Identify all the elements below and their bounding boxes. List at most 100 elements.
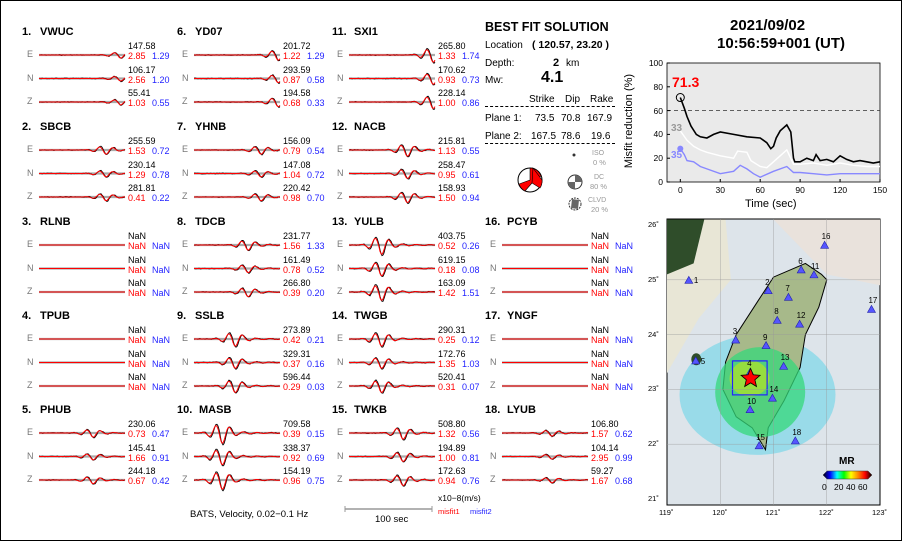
misfit2-value: NaN: [152, 241, 171, 251]
synthetic-waveform: [502, 430, 589, 437]
observed-waveform: [348, 236, 436, 257]
synthetic-waveform: [39, 52, 126, 59]
misfit2-value: NaN: [615, 241, 634, 251]
station-triangle-icon: [754, 441, 764, 450]
iso-label: ISO: [592, 150, 605, 157]
header-strike: Strike: [529, 94, 555, 105]
epicenter-star-icon: [740, 367, 762, 388]
solution-title: BEST FIT SOLUTION: [485, 20, 609, 34]
misfit2-value: 1.29: [307, 51, 325, 61]
station-triangle-icon: [731, 335, 741, 344]
misfit1-value: 0.87: [283, 74, 301, 85]
peak-amplitude: 230.06: [128, 419, 156, 429]
peak-amplitude: 230.14: [128, 159, 156, 170]
synthetic-waveform: [349, 169, 436, 179]
misfit1-value: NaN: [128, 241, 147, 251]
misfit1-value: 1.66: [128, 452, 146, 463]
station-name: SSLB: [195, 310, 225, 322]
x-tick-label: 30: [715, 185, 725, 195]
peak-amplitude: NaN: [128, 348, 147, 359]
lon-tick-label: 120˚: [712, 508, 728, 517]
misfit1-value: 1.33: [438, 51, 456, 61]
component-label: E: [490, 239, 497, 249]
station-marker-label: 3: [732, 327, 738, 337]
misfit1-value: 0.41: [128, 193, 146, 203]
misfit-series-line: [679, 97, 881, 164]
station-title: 3. RLNB: [22, 216, 71, 228]
lat-tick-label: 24˚: [648, 329, 659, 339]
misfit1-legend: misfit1: [438, 507, 460, 516]
synthetic-waveform: [349, 285, 436, 301]
misfit2-value: 1.20: [152, 74, 170, 85]
synthetic-waveform: [349, 475, 436, 487]
misfit2-value: 1.29: [152, 51, 170, 61]
misfit1-value: 0.98: [283, 193, 301, 203]
station-marker-label: 2: [765, 277, 770, 287]
lat-tick-label: 22˚: [648, 439, 659, 449]
station-triangle-icon: [790, 436, 800, 445]
clvd-icon: [568, 197, 582, 211]
misfit1-value: 0.92: [283, 452, 301, 463]
misfit2-value: 0.22: [152, 193, 170, 203]
station-number: 11.: [332, 26, 347, 38]
synthetic-waveform: [39, 99, 126, 106]
misfit1-value: 0.39: [283, 288, 301, 298]
dc-pct: 80 %: [590, 182, 608, 191]
component-label: E: [27, 239, 34, 249]
station-triangle-icon: [763, 286, 773, 295]
station-name: TWKB: [354, 404, 387, 416]
search-box: [731, 360, 768, 396]
peak-amplitude: 170.62: [438, 64, 466, 75]
station-triangle-icon: [684, 275, 694, 284]
component-label: Z: [27, 191, 33, 201]
synthetic-waveform: [349, 357, 436, 369]
component-label: E: [182, 333, 189, 343]
depth-unit: km: [566, 58, 580, 69]
peak-amplitude: 709.58: [283, 419, 311, 429]
synthetic-waveform: [349, 380, 436, 393]
component-label: Z: [182, 286, 188, 296]
station-number: 16.: [485, 216, 501, 228]
peak-label: 71.3: [672, 74, 700, 90]
misfit1-value: 1.53: [128, 146, 146, 156]
station-number: 13.: [332, 216, 348, 228]
misfit2-value: 0.20: [307, 288, 325, 298]
synthetic-waveform: [194, 98, 281, 108]
peak-amplitude: NaN: [591, 254, 610, 265]
misfit2-value: 0.15: [307, 429, 325, 439]
y-axis-title: Misfit reduction (%): [623, 73, 636, 169]
peak-amplitude: 231.77: [283, 231, 311, 241]
station-name: PCYB: [507, 216, 538, 228]
x-tick-label: 0: [677, 185, 683, 195]
peak-amplitude: 258.47: [438, 159, 466, 170]
misfit1-value: 1.56: [283, 241, 301, 251]
component-label: N: [490, 262, 497, 273]
synthetic-waveform: [349, 73, 436, 85]
station-name: YHNB: [195, 121, 227, 133]
location-value: ( 120.57, 23.20 ): [532, 39, 610, 51]
misfit2-value: 0.73: [462, 74, 480, 85]
station-number: 8.: [177, 216, 187, 228]
misfit1-value: 0.67: [128, 476, 146, 486]
component-label: Z: [27, 286, 33, 296]
misfit2-value: 0.75: [307, 476, 325, 486]
component-label: N: [27, 72, 34, 83]
station-marker-label: 15: [756, 432, 766, 442]
station-title: 4. TPUB: [22, 310, 70, 322]
x-tick-label: 90: [795, 185, 805, 195]
peak-amplitude: 201.72: [283, 41, 311, 51]
station-triangle-icon: [809, 270, 819, 279]
misfit1-value: 1.00: [438, 452, 456, 463]
synthetic-waveform: [349, 192, 435, 203]
station-triangle-icon: [779, 361, 789, 370]
peak-amplitude: 161.49: [283, 254, 311, 265]
synthetic-waveform: [194, 357, 281, 369]
peak-amplitude: 266.80: [283, 278, 311, 288]
lon-tick-label: 119˚: [659, 508, 674, 517]
synthetic-waveform: [194, 146, 281, 155]
synthetic-waveform: [194, 264, 281, 274]
y-tick-label: 60: [653, 105, 663, 116]
clvd-label: CLVD: [588, 197, 607, 204]
y-tick-label: 20: [653, 153, 663, 164]
misfit1-value: 0.39: [283, 429, 301, 439]
